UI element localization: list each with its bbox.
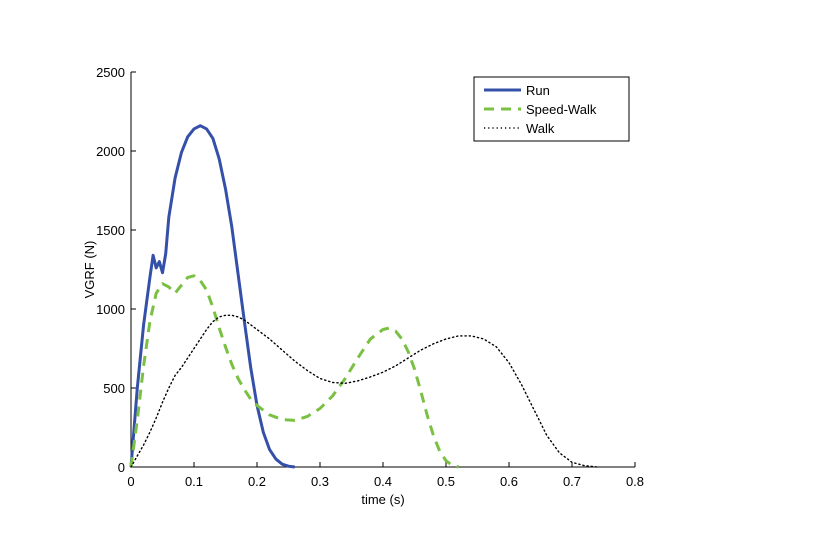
x-axis-label: time (s) <box>361 492 404 507</box>
legend-label: Walk <box>526 121 555 136</box>
series-line-speed-walk <box>129 274 459 469</box>
x-tick-label: 0.4 <box>374 474 392 489</box>
x-tick-label: 0.5 <box>437 474 455 489</box>
y-tick-label: 2500 <box>96 65 125 80</box>
y-axis-label: VGRF (N) <box>82 241 97 299</box>
y-tick-label: 2000 <box>96 144 125 159</box>
series-line-run <box>129 124 295 469</box>
x-tick-label: 0.6 <box>500 474 518 489</box>
legend-label: Speed-Walk <box>526 102 597 117</box>
axes: 0 0.1 0.2 0.3 0.4 0.5 0.6 0.7 0.8 0 500 1000 1500 200… <box>96 65 644 489</box>
legend-box <box>473 76 630 142</box>
y-tick-label: 1500 <box>96 223 125 238</box>
series-line-walk <box>130 314 598 468</box>
legend: Run Speed-Walk Walk <box>473 76 630 142</box>
legend-label: Run <box>526 83 550 98</box>
x-tick-label: 0.8 <box>626 474 644 489</box>
x-tick-label: 0.2 <box>248 474 266 489</box>
series-layer <box>129 124 598 469</box>
x-tick-label: 0.7 <box>563 474 581 489</box>
x-tick-label: 0.3 <box>311 474 329 489</box>
y-tick-label: 0 <box>118 460 125 475</box>
y-tick-label: 1000 <box>96 302 125 317</box>
x-tick-label: 0 <box>127 474 134 489</box>
x-tick-label: 0.1 <box>185 474 203 489</box>
axis-labels: time (s) VGRF (N) <box>82 241 405 507</box>
y-tick-label: 500 <box>103 381 125 396</box>
